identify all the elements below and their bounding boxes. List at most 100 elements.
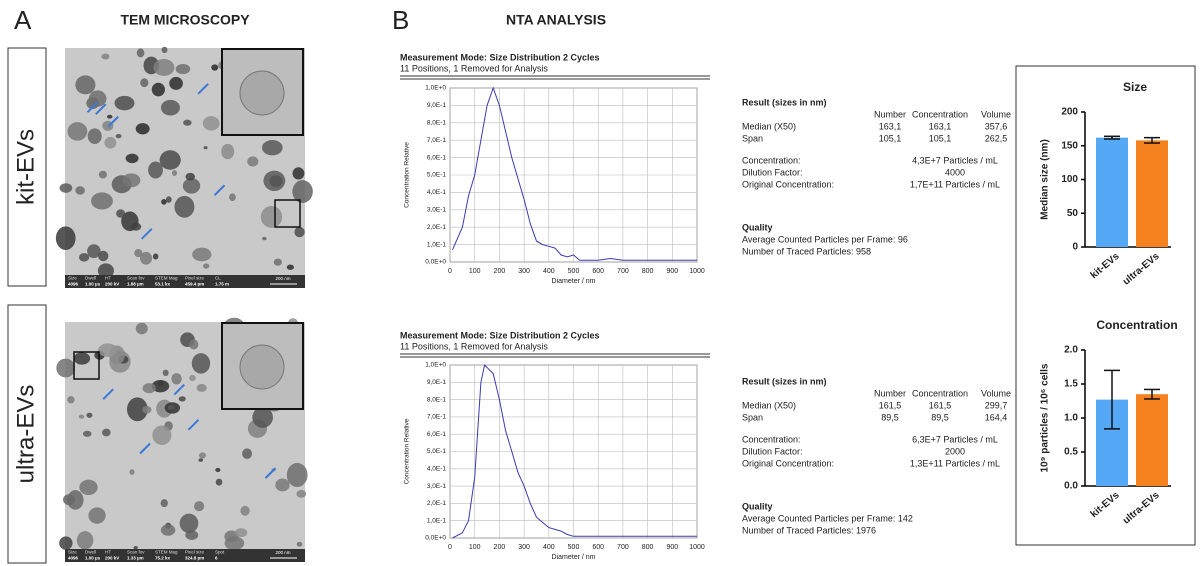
y-tick-label: 7,0E-1 (427, 137, 447, 144)
y-tick-label: 200 (1061, 107, 1078, 118)
info-value: 75.2 kx (155, 556, 171, 561)
x-tick-label: 100 (469, 268, 481, 275)
quality-line: Number of Traced Particles: 1976 (742, 525, 876, 535)
particle (292, 180, 313, 203)
y-tick-label: 1,0E+0 (425, 362, 446, 369)
particle (134, 249, 143, 258)
particle (106, 114, 113, 119)
arrow (139, 442, 151, 455)
y-tick-label: 0.5 (1064, 447, 1078, 458)
y-tick-label: 0,0E+0 (425, 535, 446, 542)
particle (151, 82, 165, 97)
particle (179, 513, 199, 533)
info-header: Dwell (85, 276, 96, 281)
arrow (141, 228, 153, 240)
particle (88, 90, 107, 107)
particle (215, 478, 223, 486)
y-tick-label: 4,0E-1 (427, 466, 447, 473)
result-detail: Dilution Factor: (742, 167, 803, 177)
particle (67, 122, 88, 141)
error-bar (1144, 388, 1160, 400)
info-value: 1.00 µs (85, 282, 101, 287)
info-header: Pixel size (185, 550, 205, 555)
y-tick-label: 3,0E-1 (427, 207, 447, 214)
result-column: Concentration (912, 388, 968, 398)
info-header: Spot (215, 550, 225, 555)
particle (125, 153, 139, 164)
y-tick-label: 8,0E-1 (427, 120, 447, 127)
panel-title: NTA ANALYSIS (506, 12, 606, 28)
panel-title: TEM MICROSCOPY (120, 12, 250, 28)
particle (160, 499, 168, 508)
particle (198, 458, 203, 462)
particle (97, 263, 114, 279)
result-detail: Original Concentration: (742, 179, 834, 189)
arrow (197, 83, 209, 95)
info-header: STEM Mag (155, 276, 178, 281)
inset-particle (239, 344, 285, 390)
x-tick-label: 400 (543, 268, 555, 275)
particle (98, 250, 109, 262)
info-value: 1.88 µm (127, 282, 144, 287)
result-cell: 164,4 (985, 412, 1008, 422)
particle (165, 196, 172, 203)
result-cell: Median (X50) (742, 400, 796, 410)
particle (198, 452, 207, 459)
particle (78, 414, 85, 419)
particle (55, 226, 76, 251)
quality-line: Number of Traced Particles: 958 (742, 246, 871, 256)
particle (294, 226, 305, 238)
y-tick-label: 4,0E-1 (427, 189, 447, 196)
x-tick-label: 900 (666, 544, 678, 551)
particle (252, 406, 273, 428)
x-tick-label: 800 (642, 268, 654, 275)
error-bar (1104, 369, 1120, 430)
particle (130, 222, 142, 231)
particle (140, 78, 149, 88)
particle (56, 358, 76, 378)
x-tick-label: 800 (642, 544, 654, 551)
micrograph: Size Dwell HT Scan fov STEM Mag Pixel size CL 4… (55, 46, 313, 288)
panel-letter: A (14, 5, 32, 35)
particle (161, 46, 168, 54)
panel-letter: B (392, 5, 409, 35)
result-detail: 4,3E+7 Particles / mL (912, 155, 998, 165)
particle (273, 258, 282, 266)
x-tick-label: kit-EVs (1089, 251, 1122, 281)
result-cell: 161,5 (929, 400, 952, 410)
particle (240, 505, 250, 516)
particle (171, 373, 182, 385)
particle (91, 192, 113, 210)
y-tick-label: 6,0E-1 (427, 154, 447, 161)
particle (98, 170, 108, 179)
result-cell: Span (742, 412, 763, 422)
info-value: 6 (215, 556, 218, 561)
y-tick-label: 1,0E+0 (425, 85, 446, 92)
particle (286, 264, 294, 270)
result-column: Number (874, 109, 906, 119)
y-tick-label: 100 (1061, 174, 1078, 185)
result-cell: Span (742, 133, 763, 143)
particle (169, 76, 183, 90)
particle (76, 531, 94, 550)
info-value: 1.00 µs (85, 556, 101, 561)
x-tick-label: kit-EVs (1089, 490, 1122, 520)
sample-label: ultra-EVs (12, 385, 39, 484)
x-tick-label: 200 (494, 544, 506, 551)
particle (159, 150, 181, 170)
particle (229, 193, 236, 202)
arrow (102, 388, 114, 400)
particle (114, 95, 135, 111)
particle (67, 490, 84, 510)
result-column: Number (874, 388, 906, 398)
info-value: 200 kV (105, 556, 119, 561)
result-detail: Concentration: (742, 155, 801, 165)
particle (142, 405, 152, 414)
particle (86, 412, 93, 418)
particle (161, 199, 167, 205)
particle (263, 170, 286, 191)
particle (75, 186, 85, 195)
particle (87, 244, 101, 259)
particle (153, 58, 175, 76)
info-value: 1.75 m (215, 282, 229, 287)
